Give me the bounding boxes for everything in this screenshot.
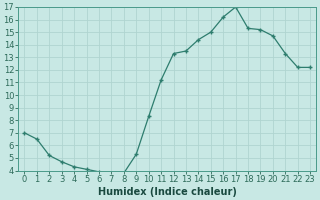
X-axis label: Humidex (Indice chaleur): Humidex (Indice chaleur) <box>98 187 237 197</box>
